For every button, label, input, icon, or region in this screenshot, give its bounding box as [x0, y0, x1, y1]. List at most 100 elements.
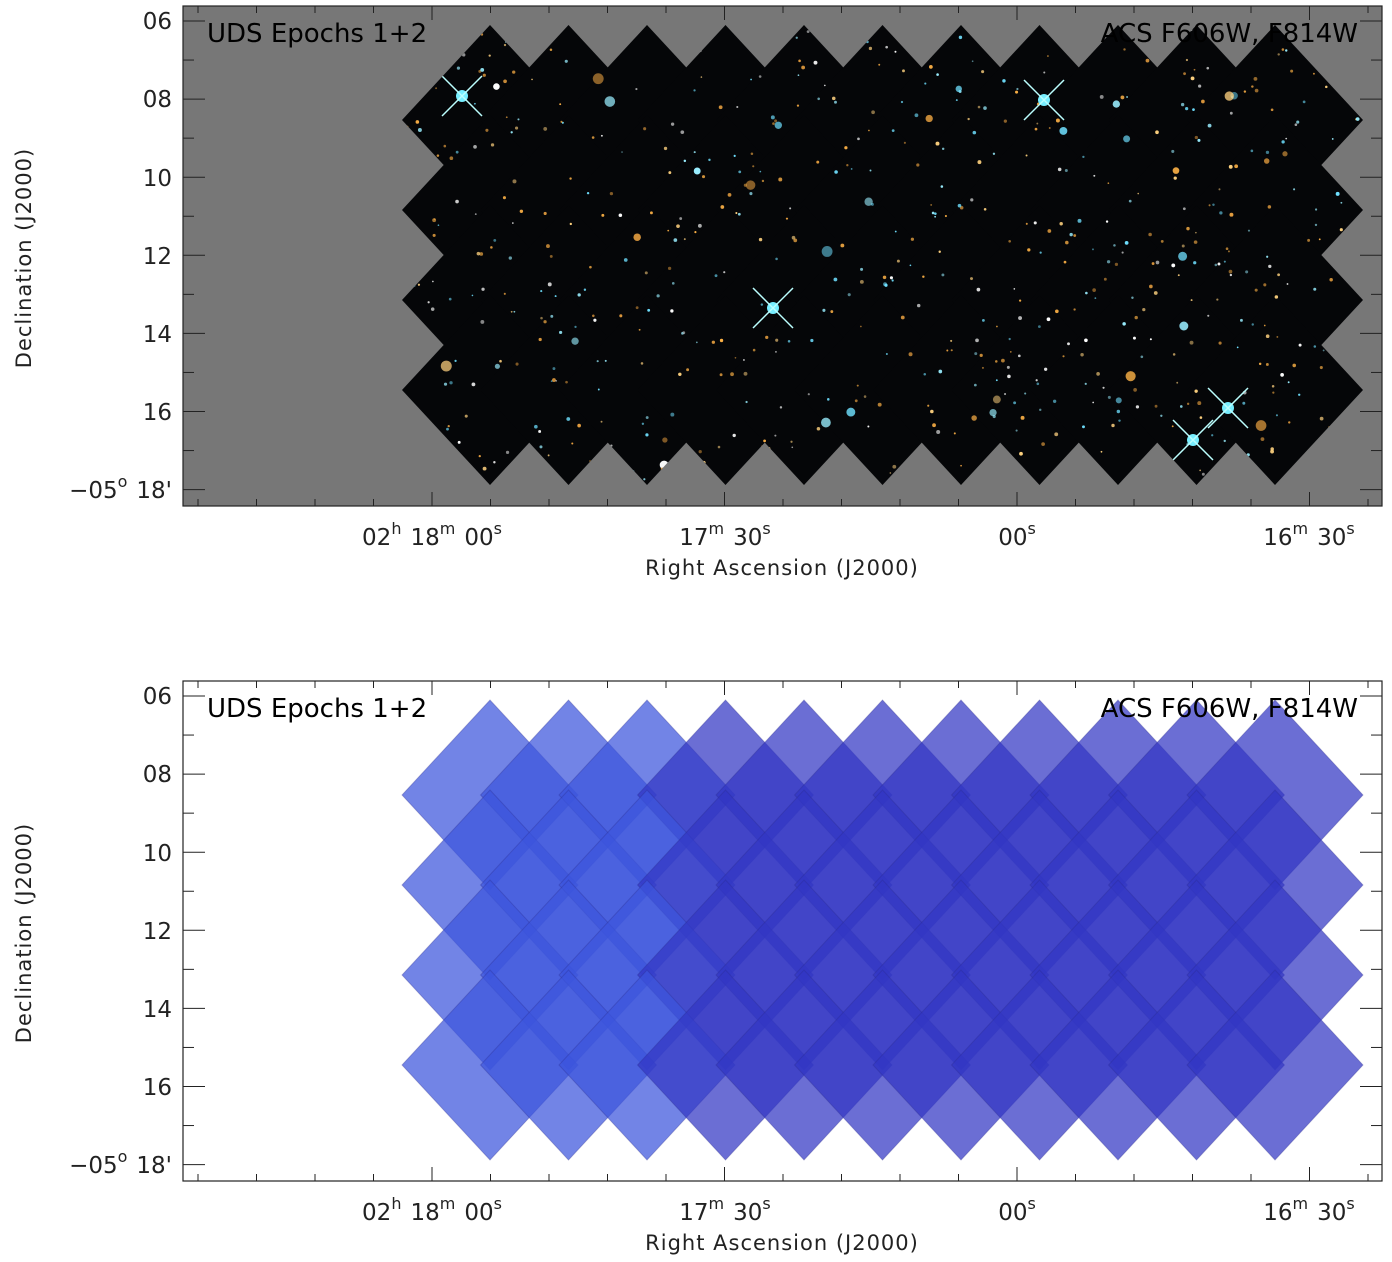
star [745, 180, 756, 190]
star [1149, 284, 1153, 289]
star [1080, 353, 1084, 357]
star [680, 130, 685, 135]
star [1063, 260, 1067, 264]
star [1182, 207, 1186, 211]
x-tick-label-sup: m [440, 519, 456, 538]
star [877, 402, 882, 407]
star [1245, 270, 1249, 274]
star [1282, 151, 1288, 157]
star [1179, 321, 1189, 331]
x-tick-label: 16m​30s​ [1263, 1194, 1355, 1226]
star [892, 464, 897, 469]
x-tick-label-sup: s [762, 1194, 770, 1213]
star [503, 292, 506, 295]
star [1106, 260, 1111, 264]
star [440, 360, 452, 372]
star [1013, 401, 1017, 405]
star [824, 84, 826, 87]
y-tick-label: 14 [143, 997, 172, 1023]
star [1149, 338, 1152, 341]
star [490, 143, 495, 147]
panel: 06 08 10 12 14 16 −05o​18' 02h​18m​00s​ 17m​30s​… [12, 680, 1383, 1255]
star [1039, 408, 1042, 412]
star [1065, 240, 1069, 245]
star [761, 179, 765, 183]
star [1046, 317, 1051, 322]
star [633, 233, 641, 241]
star [1019, 451, 1023, 456]
star [554, 295, 557, 298]
y-tick-label-part: 16 [143, 400, 172, 426]
spike [441, 75, 483, 117]
star [774, 121, 782, 129]
star [1318, 238, 1321, 241]
x-tick-label: 02h​18m​00s​ [362, 1194, 502, 1226]
star [667, 229, 670, 232]
star [1123, 135, 1131, 143]
star [1171, 263, 1176, 268]
star [1134, 315, 1138, 320]
star [698, 449, 702, 454]
star [1172, 167, 1180, 174]
star [1055, 309, 1059, 314]
star [1114, 262, 1119, 266]
star [1177, 274, 1180, 277]
star [693, 89, 696, 92]
star [1037, 325, 1041, 328]
star [950, 339, 953, 342]
star [885, 352, 888, 356]
star [519, 209, 524, 213]
y-tick-label: 12 [143, 244, 172, 270]
star [1172, 353, 1176, 356]
star [549, 254, 553, 258]
y-tick-label: 08 [143, 762, 172, 788]
star [645, 416, 649, 420]
star [936, 73, 939, 76]
star [870, 202, 874, 206]
star [723, 271, 726, 274]
star [856, 384, 859, 387]
star [860, 325, 862, 328]
y-axis-label: Declination (J2000) [12, 148, 36, 368]
y-tick-label: 16 [143, 400, 172, 426]
star [1009, 351, 1012, 353]
star [1155, 130, 1159, 135]
star [1265, 334, 1270, 339]
star [730, 372, 734, 377]
star [566, 417, 571, 421]
star [493, 238, 497, 242]
star [1092, 288, 1096, 292]
star [944, 214, 947, 218]
star [1218, 341, 1222, 345]
x-tick-label-sup: m [709, 519, 725, 538]
star [903, 141, 906, 144]
star [1250, 149, 1254, 153]
star [1258, 362, 1262, 366]
star [791, 235, 796, 240]
star [1229, 273, 1233, 277]
star [923, 372, 927, 376]
star [1319, 416, 1324, 421]
star [941, 273, 945, 277]
star [1331, 138, 1334, 140]
star [1105, 220, 1109, 223]
star [743, 359, 745, 361]
star [958, 35, 963, 40]
star [749, 192, 753, 196]
star [806, 30, 810, 34]
x-tick-label-part: 18 [410, 525, 439, 551]
star [972, 130, 977, 135]
star [1194, 135, 1198, 140]
star [597, 388, 600, 391]
spike [752, 287, 794, 329]
star [560, 120, 563, 123]
star [1229, 111, 1233, 115]
star [673, 238, 678, 242]
star [499, 359, 502, 363]
star [935, 141, 940, 146]
star [925, 114, 933, 123]
star [817, 97, 820, 101]
star [1132, 336, 1136, 340]
star [1025, 222, 1028, 225]
star [850, 168, 853, 170]
